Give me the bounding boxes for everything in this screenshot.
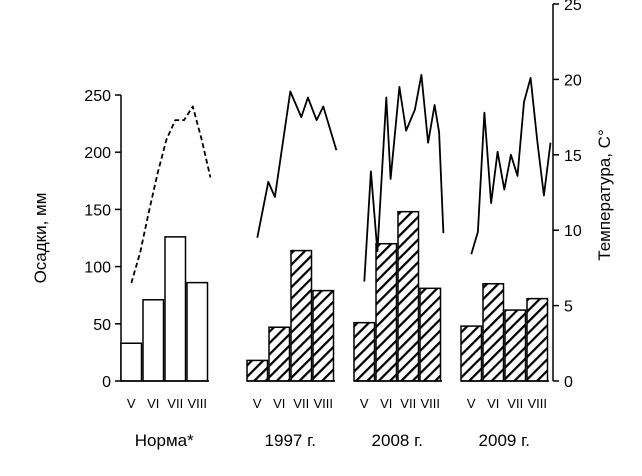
temperature-lines: [130, 74, 552, 284]
bar-Норма-V: [120, 342, 143, 382]
bar-1997г-VI: [268, 326, 291, 382]
bar-Норма-VI: [142, 299, 165, 382]
bar-1997г-VIII: [312, 289, 335, 382]
bar-Норма-VII: [164, 236, 187, 382]
bar-Норма-VIII: [186, 281, 209, 382]
right-tick-label: 20: [564, 72, 582, 89]
month-label: VIII: [420, 396, 440, 411]
month-label: VI: [273, 396, 285, 411]
right-axis-title: Температура, С°: [595, 129, 614, 260]
group-label: Норма*: [135, 431, 194, 450]
month-labels: V VI VII VIII V VI VII VIII V VI VII VIII V VI VII VIII: [127, 396, 547, 411]
month-label: VIII: [527, 396, 547, 411]
group-label: 2008 г.: [372, 431, 423, 450]
temperature-line-Норма: [130, 105, 212, 284]
left-tick-label: 250: [84, 88, 111, 105]
bar-2009г-VI: [482, 283, 505, 382]
right-tick-label: 15: [564, 148, 582, 165]
right-tick-label: 5: [564, 299, 573, 316]
left-tick-label: 100: [84, 260, 111, 277]
left-tick-label: 150: [84, 202, 111, 219]
month-label: V: [127, 396, 136, 411]
bar-1997г-V: [246, 359, 269, 382]
bar-2008г-VII: [397, 210, 420, 382]
left-axis-ticks: 0 50 100 150 200 250: [84, 88, 121, 391]
group-label: 2009 г.: [479, 431, 530, 450]
month-label: VIII: [313, 396, 333, 411]
temperature-line-2008г: [363, 74, 445, 282]
right-tick-label: 10: [564, 223, 582, 240]
group-label: 1997 г.: [265, 431, 316, 450]
bar-1997г-VII: [290, 249, 313, 382]
bar-2009г-VII: [504, 309, 527, 382]
month-label: VII: [507, 396, 523, 411]
left-axis-title: Осадки, мм: [31, 193, 50, 284]
left-tick-label: 0: [102, 374, 111, 391]
month-label: V: [253, 396, 262, 411]
month-label: V: [360, 396, 369, 411]
bar-2008г-VI: [375, 242, 398, 382]
precipitation-bars: [120, 210, 549, 382]
bar-2008г-VIII: [419, 287, 442, 382]
month-label: VII: [293, 396, 309, 411]
temperature-line-2009г: [470, 77, 552, 255]
left-tick-label: 50: [93, 317, 111, 334]
left-tick-label: 200: [84, 145, 111, 162]
month-label: V: [467, 396, 476, 411]
group-labels: Норма* 1997 г. 2008 г. 2009 г.: [135, 431, 530, 450]
month-label: VIII: [187, 396, 207, 411]
bar-2009г-VIII: [526, 297, 549, 382]
month-label: VII: [400, 396, 416, 411]
bar-2009г-V: [460, 325, 483, 382]
month-label: VI: [487, 396, 499, 411]
right-tick-label: 25: [564, 0, 582, 14]
bar-2008г-V: [353, 321, 376, 382]
temperature-line-1997г: [256, 90, 338, 238]
right-axis-ticks: 0 5 10 15 20 25: [553, 0, 582, 391]
right-tick-label: 0: [564, 374, 573, 391]
month-label: VI: [380, 396, 392, 411]
month-label: VI: [147, 396, 159, 411]
month-label: VII: [167, 396, 183, 411]
